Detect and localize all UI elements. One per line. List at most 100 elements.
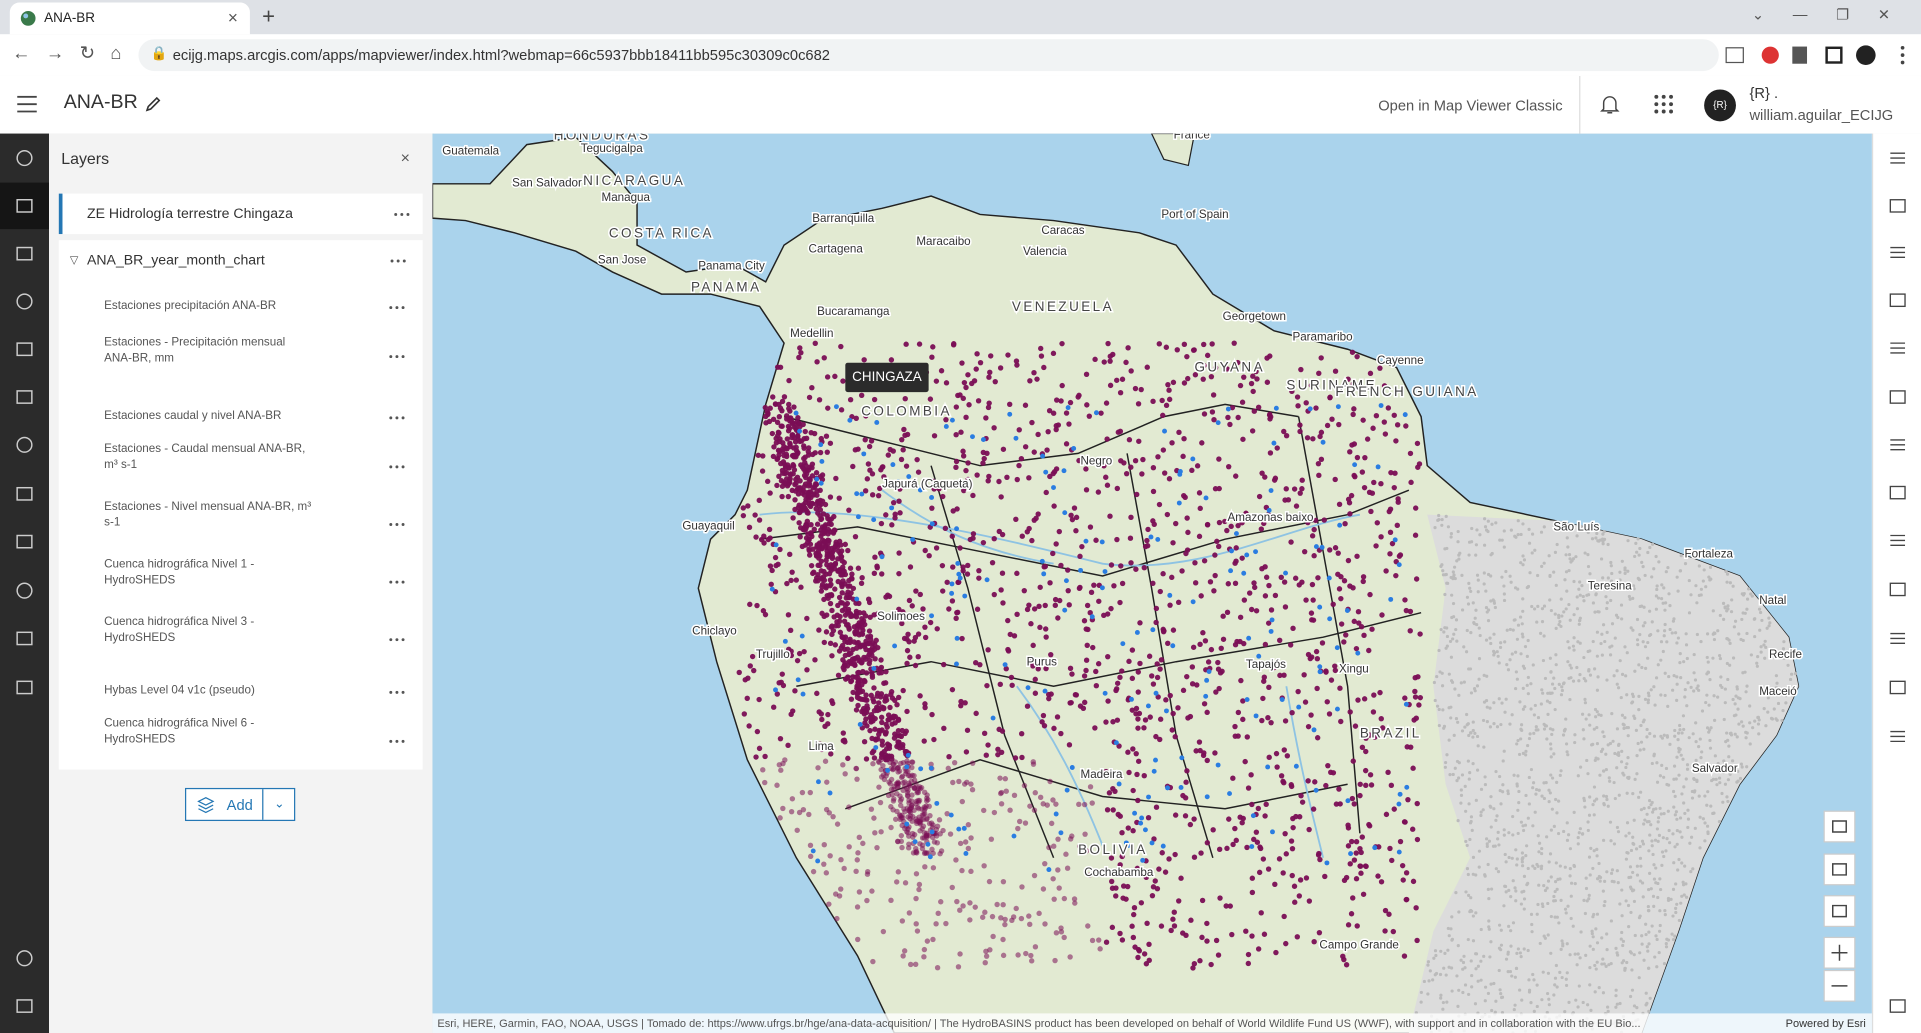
tab-close[interactable]: × [227, 7, 238, 27]
tool-icon[interactable] [15, 196, 35, 216]
more-menu[interactable] [388, 578, 405, 585]
tool-icon[interactable] [15, 387, 35, 407]
avatar[interactable]: {R} [1704, 89, 1736, 122]
edit-icon[interactable] [145, 96, 162, 113]
expand-icon[interactable]: ▽ [69, 253, 79, 266]
search-button[interactable] [1823, 810, 1856, 843]
window-controls[interactable]: ⌄ — ❐ ✕ [1751, 6, 1891, 24]
station-grey [1534, 787, 1539, 792]
tool-icon[interactable] [15, 996, 35, 1016]
station-precip [1383, 811, 1390, 818]
station-grey [1665, 837, 1669, 841]
tool-icon[interactable] [1888, 387, 1908, 407]
more-menu[interactable] [390, 257, 407, 264]
close-panel[interactable]: × [400, 148, 410, 167]
more-menu[interactable] [388, 304, 405, 311]
station-grey [1648, 871, 1652, 875]
browser-tab[interactable]: ANA-BR × [9, 2, 250, 35]
tool-icon[interactable] [1888, 483, 1908, 503]
home-button[interactable] [1823, 895, 1856, 928]
station-precip [1308, 382, 1315, 389]
tool-icon[interactable] [1888, 338, 1908, 358]
station-grey [1748, 742, 1752, 746]
add-dropdown[interactable]: ⌄ [262, 789, 295, 820]
icon-shape [1890, 152, 1906, 164]
station-grey [1520, 632, 1524, 636]
layer-item[interactable]: Cuenca hidrográfica Nivel 6 - HydroSHEDS [59, 712, 423, 766]
station-grey [1526, 816, 1530, 820]
station-precip [942, 525, 949, 532]
tool-icon[interactable] [1888, 531, 1908, 551]
tool-icon[interactable] [1888, 243, 1908, 263]
more-menu[interactable] [388, 521, 405, 528]
more-menu[interactable] [388, 414, 405, 421]
menu-icon[interactable] [17, 95, 39, 113]
station-grey [1536, 604, 1540, 608]
layer-item[interactable]: Cuenca hidrográfica Nivel 3 - HydroSHEDS [59, 610, 423, 664]
tool-icon[interactable] [1888, 678, 1908, 698]
station-grey [1445, 753, 1449, 757]
more-menu[interactable] [388, 353, 405, 360]
tool-icon[interactable] [15, 148, 35, 168]
tool-icon[interactable] [15, 532, 35, 552]
station-precip [1351, 801, 1357, 807]
ext-icon[interactable] [1761, 46, 1779, 64]
tool-icon[interactable] [15, 484, 35, 504]
tool-icon[interactable] [1888, 196, 1908, 216]
apps-icon[interactable] [1654, 94, 1676, 116]
station-precip [1254, 376, 1260, 382]
monitor-button[interactable] [1823, 853, 1856, 886]
station-flow [1269, 617, 1275, 623]
add-button[interactable]: Add ⌄ [184, 787, 296, 822]
layer-item[interactable]: Cuenca hidrográfica Nivel 1 - HydroSHEDS [59, 553, 423, 607]
tool-icon[interactable] [1888, 996, 1908, 1016]
layer-item[interactable]: ZE Hidrología terrestre Chingaza [58, 193, 423, 235]
layer-item[interactable]: Estaciones - Caudal mensual ANA-BR, m³ s… [59, 437, 423, 491]
station-precip [827, 853, 833, 859]
profile-icon[interactable] [1856, 45, 1876, 65]
more-menu[interactable] [388, 636, 405, 643]
layer-item[interactable]: Estaciones precipitación ANA-BR [59, 287, 423, 324]
more-menu[interactable] [388, 738, 405, 745]
tool-icon[interactable] [1888, 580, 1908, 600]
tool-icon[interactable] [1888, 290, 1908, 310]
station-precip [1176, 429, 1182, 436]
ext-icon[interactable] [1792, 46, 1808, 64]
group-name[interactable]: ANA_BR_year_month_chart [86, 253, 265, 269]
more-menu[interactable] [393, 211, 410, 218]
tool-icon[interactable] [15, 629, 35, 649]
station-precip [1204, 757, 1210, 764]
more-menu[interactable] [388, 689, 405, 696]
station-precip [965, 562, 971, 569]
notifications-icon[interactable] [1599, 93, 1621, 115]
new-tab[interactable]: + [262, 3, 276, 29]
tool-icon[interactable] [15, 948, 35, 968]
layer-item[interactable]: Estaciones caudal y nivel ANA-BR [59, 397, 423, 434]
station-grey [1486, 529, 1490, 534]
layer-item[interactable]: Estaciones - Precipitación mensual ANA-B… [59, 331, 423, 378]
station-precip [778, 767, 784, 773]
station-grey [1590, 931, 1594, 936]
station-precip [1053, 423, 1059, 429]
tool-icon[interactable] [15, 581, 35, 601]
tool-icon[interactable] [1888, 148, 1908, 168]
station-precip [1132, 944, 1138, 950]
ext-icon[interactable] [1825, 46, 1843, 64]
tool-icon[interactable] [15, 678, 35, 698]
tool-icon[interactable] [15, 244, 35, 264]
layer-item[interactable]: Hybas Level 04 v1c (pseudo) [59, 672, 423, 709]
tool-icon[interactable] [15, 292, 35, 312]
open-classic-link[interactable]: Open in Map Viewer Classic [1378, 96, 1563, 114]
tool-icon[interactable] [15, 435, 35, 455]
tool-icon[interactable] [1888, 727, 1908, 747]
layer-item[interactable]: Estaciones - Nivel mensual ANA-BR, m³ s-… [59, 495, 423, 549]
nav-buttons[interactable]: ← → ↻ ⌂ [12, 42, 122, 64]
ext-icon[interactable] [1725, 47, 1744, 64]
station-precip [795, 415, 801, 421]
url-box[interactable]: 🔒 ecijg.maps.arcgis.com/apps/mapviewer/i… [138, 39, 1719, 72]
tool-icon[interactable] [1888, 435, 1908, 455]
tool-icon[interactable] [1888, 629, 1908, 649]
tool-icon[interactable] [15, 339, 35, 359]
more-menu[interactable] [388, 463, 405, 470]
